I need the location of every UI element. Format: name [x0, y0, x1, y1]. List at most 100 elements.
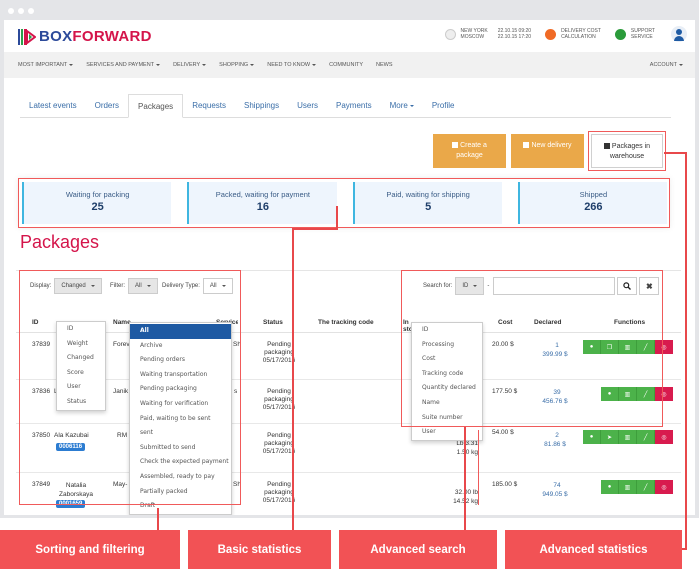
logo[interactable]: BOXFORWARD	[18, 28, 152, 45]
tab-requests[interactable]: Requests	[192, 101, 226, 110]
nav-account[interactable]: ACCOUNT	[650, 62, 683, 68]
tab-users[interactable]: Users	[297, 101, 319, 110]
col-in-stock[interactable]: In stock	[403, 319, 415, 333]
suite-badge[interactable]: 0006116	[56, 443, 86, 451]
search-option-id[interactable]: ID	[422, 326, 429, 333]
display-option-changed[interactable]: Changed	[67, 354, 94, 362]
info-icon[interactable]: ●	[601, 480, 619, 494]
col-name[interactable]: Name	[113, 319, 131, 326]
filter-option-pending-packaging[interactable]: Pending packaging	[140, 385, 197, 393]
cancel-icon[interactable]: ◎	[655, 430, 673, 444]
declared-value[interactable]: 949.05 $	[542, 491, 568, 498]
info-icon[interactable]: ●	[583, 430, 601, 444]
edit-icon[interactable]: ╱	[637, 387, 655, 401]
search-option-suite-number[interactable]: Suite number	[422, 413, 463, 421]
nav-most-important[interactable]: MOST IMPORTANT	[18, 62, 74, 68]
table-row[interactable]: 37850 Ala Kazubai 0006116 RM Pending pack…	[16, 425, 681, 473]
search-option-cost[interactable]: Cost	[422, 355, 436, 363]
search-option-name[interactable]: Name	[422, 398, 440, 406]
nav-shopping[interactable]: SHOPPING	[219, 62, 255, 68]
declared-qty[interactable]: 2	[555, 432, 559, 439]
search-option-quantity-declared[interactable]: Quantity declared	[422, 384, 476, 392]
tab-latest-events[interactable]: Latest events	[29, 101, 77, 110]
nav-news[interactable]: NEWS	[376, 62, 393, 68]
cancel-icon[interactable]: ◎	[655, 480, 673, 494]
search-option-processing[interactable]: Processing	[422, 340, 455, 348]
copy-icon[interactable]: ❐	[601, 340, 619, 354]
declared-value[interactable]: 399.99 $	[542, 351, 568, 358]
col-id[interactable]: ID	[32, 319, 39, 326]
display-select[interactable]: Changed	[54, 278, 102, 294]
tab-shippings[interactable]: Shippings	[243, 101, 280, 110]
display-option-status[interactable]: Status	[67, 397, 87, 405]
display-option-user[interactable]: User	[67, 383, 81, 391]
edit-icon[interactable]: ╱	[637, 480, 655, 494]
display-option-id[interactable]: ID	[67, 325, 74, 332]
stat-waiting-packing[interactable]: Waiting for packing 25	[22, 182, 172, 224]
nav-delivery[interactable]: DELIVERY	[173, 62, 207, 68]
packages-in-warehouse-button[interactable]: Packages in warehouse	[591, 134, 663, 168]
col-status[interactable]: Status	[263, 319, 283, 326]
stat-paid-waiting-shipping[interactable]: Paid, waiting for shipping 5	[352, 182, 502, 224]
display-option-score[interactable]: Score	[67, 368, 84, 376]
edit-icon[interactable]: ╱	[637, 430, 655, 444]
search-button[interactable]	[617, 277, 638, 295]
info-icon[interactable]: ●	[601, 387, 619, 401]
filter-option-waiting-transportation[interactable]: Waiting transportation	[140, 370, 208, 378]
filter-option-pending-orders[interactable]: Pending orders	[140, 356, 186, 364]
display-option-weight[interactable]: Weight	[67, 339, 88, 347]
delivery-type-select[interactable]: All	[202, 278, 233, 294]
barcode-icon[interactable]: ▥	[619, 387, 637, 401]
declared-value[interactable]: 81.86 $	[544, 441, 566, 448]
filter-option-draft[interactable]: Draft	[140, 502, 156, 510]
new-delivery-button[interactable]: New delivery	[511, 134, 584, 168]
filter-option-all[interactable]: All	[130, 324, 231, 339]
filter-select[interactable]: All	[128, 278, 158, 294]
filter-option-check-payment[interactable]: Check the expected payment	[140, 458, 229, 466]
delivery-calc-link[interactable]: DELIVERY COST CALCULATION	[545, 28, 601, 40]
cancel-icon[interactable]: ◎	[655, 387, 673, 401]
filter-option-submitted[interactable]: Submitted to send	[140, 443, 196, 451]
tab-payments[interactable]: Payments	[336, 101, 372, 110]
declared-qty[interactable]: 74	[553, 482, 561, 489]
filter-option-waiting-verification[interactable]: Waiting for verification	[140, 399, 209, 407]
declared-value[interactable]: 456.76 $	[542, 398, 568, 405]
col-tracking-code[interactable]: The tracking code	[318, 319, 374, 326]
filter-option-archive[interactable]: Archive	[140, 341, 163, 349]
barcode-icon[interactable]: ▥	[619, 430, 637, 444]
col-cost[interactable]: Cost	[498, 319, 513, 326]
send-icon[interactable]: ➤	[601, 430, 619, 444]
clear-search-button[interactable]: ✖	[639, 277, 660, 295]
search-field-select[interactable]: ID	[455, 277, 485, 295]
create-package-button[interactable]: Create a package	[433, 134, 506, 168]
support-link[interactable]: SUPPORT SERVICE	[614, 28, 655, 40]
tab-profile[interactable]: Profile	[431, 101, 455, 110]
edit-icon[interactable]: ╱	[637, 340, 655, 354]
barcode-icon[interactable]: ▥	[619, 340, 637, 354]
user-avatar-icon[interactable]	[671, 26, 687, 42]
stat-packed-waiting-payment[interactable]: Packed, waiting for payment 16	[187, 182, 337, 224]
table-row[interactable]: 37839 Forever21 Ship Pendingpackaging05/…	[16, 334, 681, 380]
nav-services-payment[interactable]: SERVICES AND PAYMENT	[86, 62, 161, 68]
tab-packages[interactable]: Packages	[128, 94, 184, 118]
cancel-icon[interactable]: ◎	[655, 340, 673, 354]
barcode-icon[interactable]: ▥	[619, 480, 637, 494]
filter-option-partially-packed[interactable]: Partially packed	[140, 487, 188, 495]
filter-option-sent[interactable]: sent	[140, 429, 153, 437]
search-input[interactable]	[493, 277, 616, 295]
tab-more[interactable]: More	[381, 94, 423, 118]
declared-qty[interactable]: 1	[555, 342, 559, 349]
nav-community[interactable]: COMMUNITY	[329, 62, 364, 68]
col-declared[interactable]: Declared	[534, 319, 562, 326]
stat-shipped[interactable]: Shipped 266	[517, 182, 667, 224]
table-row[interactable]: 37836 L 0004100 Janik s Pendingpackaging…	[16, 381, 681, 424]
nav-need-to-know[interactable]: NEED TO KNOW	[267, 62, 317, 68]
search-option-tracking-code[interactable]: Tracking code	[422, 369, 464, 377]
package-service: Ship	[233, 481, 241, 488]
filter-option-assembled[interactable]: Assembled, ready to pay	[140, 472, 215, 480]
declared-qty[interactable]: 39	[553, 389, 561, 396]
tab-orders[interactable]: Orders	[94, 101, 120, 110]
filter-option-paid-waiting-sent[interactable]: Paid, waiting to be sent	[140, 414, 211, 422]
info-icon[interactable]: ●	[583, 340, 601, 354]
search-option-user[interactable]: User	[422, 428, 436, 436]
